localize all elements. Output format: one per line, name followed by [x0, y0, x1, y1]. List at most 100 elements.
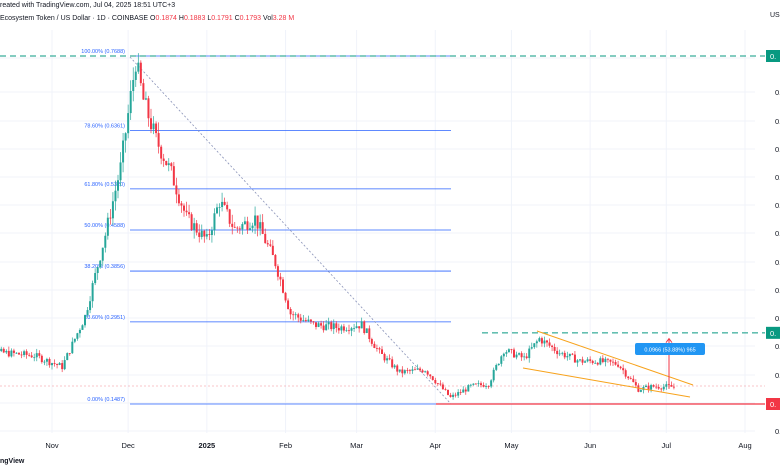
- candle-body: [307, 319, 310, 321]
- y-tick-label: 0.3: [775, 342, 780, 351]
- candle-body: [401, 369, 404, 374]
- candle-body: [482, 384, 485, 387]
- candle-body: [274, 255, 277, 267]
- price-tag-label: 0.: [770, 400, 776, 409]
- candle-body: [576, 360, 579, 363]
- candle-body: [261, 222, 264, 234]
- candle-body: [91, 283, 94, 302]
- candle-body: [94, 273, 97, 284]
- candle-body: [114, 190, 117, 202]
- candle-body: [68, 353, 71, 354]
- x-tick-label: Feb: [279, 441, 292, 450]
- candle-body: [624, 370, 627, 377]
- candle-body: [35, 353, 38, 358]
- candle-body: [317, 323, 320, 327]
- candle-body: [129, 90, 132, 114]
- candle-body: [284, 292, 287, 301]
- candle-body: [180, 203, 183, 206]
- candle-body: [606, 358, 609, 360]
- candle-body: [378, 348, 381, 350]
- candle-body: [657, 386, 660, 389]
- candle-body: [515, 354, 518, 358]
- price-tag: [766, 326, 780, 339]
- candle-body: [421, 370, 424, 373]
- candle-body: [447, 389, 449, 395]
- candle-body: [584, 361, 587, 363]
- candle-body: [299, 317, 302, 321]
- candle-body: [406, 370, 409, 371]
- candle-body: [137, 62, 140, 72]
- candle-body: [462, 389, 465, 393]
- candle-body: [619, 366, 622, 369]
- candle-body: [533, 343, 536, 348]
- candle-body: [660, 388, 663, 390]
- candle-body: [175, 185, 178, 195]
- candle-body: [259, 222, 262, 229]
- candle-body: [579, 359, 581, 361]
- candle-body: [38, 353, 41, 356]
- candle-body: [142, 83, 145, 100]
- x-tick-label: Jun: [584, 441, 596, 450]
- candle-body: [200, 230, 203, 237]
- candle-body: [119, 162, 122, 181]
- candle-body: [170, 163, 173, 167]
- high-label: H: [178, 15, 184, 22]
- candle-body: [639, 390, 642, 392]
- y-tick-label: 0.4: [775, 258, 780, 267]
- candle-body: [419, 368, 422, 371]
- candle-body: [647, 385, 650, 390]
- candles: [0, 53, 675, 400]
- candle-body: [370, 339, 373, 344]
- candle-body: [492, 369, 495, 381]
- candle-body: [33, 357, 36, 359]
- candle-body: [645, 385, 647, 387]
- y-tick-label: 0.2: [775, 371, 780, 380]
- candle-body: [662, 386, 665, 390]
- symbol-name: Ecosystem Token / US Dollar · 1D · COINB…: [0, 15, 149, 22]
- axes: 0.80.70.70.60.60.50.50.40.40.30.30.20.20…: [45, 50, 780, 450]
- candle-body: [477, 383, 480, 385]
- candle-body: [563, 352, 566, 358]
- candle-body: [7, 350, 10, 357]
- candle-body: [561, 352, 564, 354]
- candle-body: [459, 392, 462, 393]
- fib-level-label: 78.60% (0.6361): [84, 123, 125, 129]
- candle-body: [167, 163, 170, 166]
- candle-body: [375, 348, 378, 349]
- price-tag: [766, 50, 780, 62]
- candle-body: [53, 363, 56, 365]
- low-label: L: [207, 15, 212, 22]
- candle-body: [312, 321, 315, 323]
- candle-body: [403, 370, 406, 374]
- candle-body: [360, 321, 363, 329]
- candle-body: [152, 123, 155, 130]
- candle-body: [96, 267, 99, 274]
- candle-body: [439, 383, 442, 385]
- candle-body: [472, 383, 475, 385]
- candle-body: [672, 386, 675, 388]
- candle-body: [127, 113, 130, 134]
- candle-body: [535, 341, 538, 344]
- candle-body: [551, 345, 554, 347]
- close-value: 0.1793: [239, 15, 262, 22]
- candle-body: [386, 358, 389, 361]
- wedge-upper-line: [536, 330, 694, 386]
- candle-body: [454, 394, 457, 396]
- candle-body: [604, 358, 607, 363]
- candle-body: [388, 358, 391, 360]
- fib-level-label: 38.20% (0.3856): [84, 264, 125, 270]
- candle-body: [411, 369, 414, 371]
- candle-body: [256, 215, 259, 229]
- candle-body: [205, 234, 208, 237]
- candle-body: [464, 389, 467, 392]
- candle-body: [23, 351, 26, 356]
- candle-body: [40, 355, 43, 363]
- candle-body: [249, 228, 251, 230]
- fib-retracement: 100.00% (0.7688) 78.60% (0.6361) 61.80% (0…: [81, 49, 451, 405]
- candle-body: [66, 353, 69, 361]
- candle-body: [348, 330, 350, 332]
- candle-body: [368, 328, 371, 340]
- candle-body: [289, 309, 292, 315]
- candle-body: [596, 362, 599, 365]
